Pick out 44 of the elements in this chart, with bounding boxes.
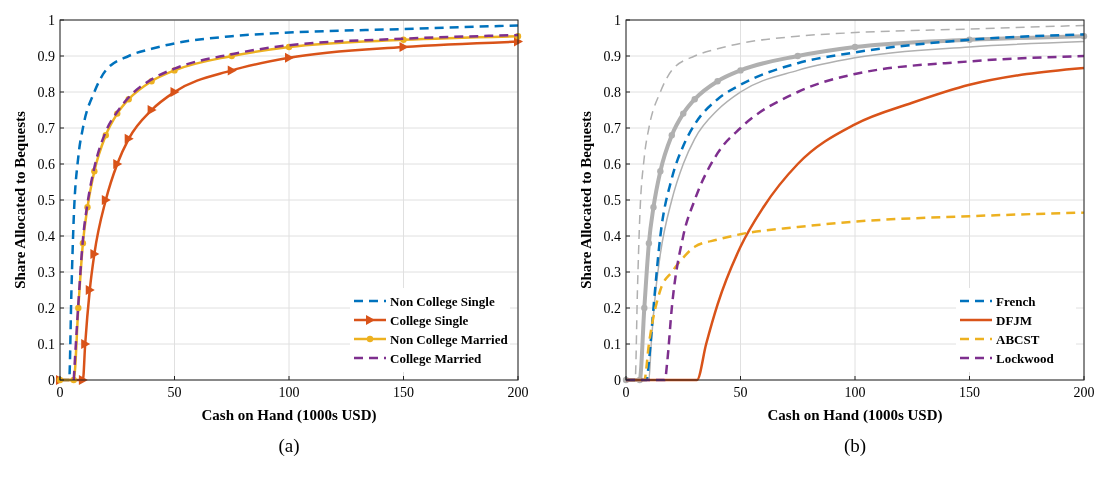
legend-label: Non College Married <box>390 332 509 347</box>
y-tick-label: 1 <box>614 13 621 28</box>
legend-label: College Single <box>390 313 469 328</box>
legend-label: College Married <box>390 351 483 366</box>
y-tick-label: 0.6 <box>603 157 621 172</box>
y-tick-label: 0.3 <box>603 265 621 280</box>
x-tick-label: 200 <box>1073 385 1095 400</box>
y-tick-label: 0.1 <box>603 337 621 352</box>
y-tick-label: 1 <box>48 13 55 28</box>
y-tick-label: 0.4 <box>37 229 55 244</box>
legend-label: French <box>996 294 1037 309</box>
x-tick-label: 50 <box>733 385 748 400</box>
legend-label: DFJM <box>996 313 1033 328</box>
x-tick-label: 100 <box>278 385 300 400</box>
y-tick-label: 0.9 <box>37 49 55 64</box>
x-tick-label: 200 <box>507 385 529 400</box>
y-axis-title: Share Allocated to Bequests <box>12 111 28 289</box>
y-tick-label: 0.5 <box>37 193 55 208</box>
y-tick-label: 0.2 <box>37 301 55 316</box>
y-tick-label: 0.6 <box>37 157 55 172</box>
y-tick-label: 0.3 <box>37 265 55 280</box>
y-tick-label: 0 <box>48 373 55 388</box>
y-tick-label: 0.5 <box>603 193 621 208</box>
legend-label: Non College Single <box>390 294 495 309</box>
text: (a) <box>278 435 300 457</box>
x-axis-title: Cash on Hand (1000s USD) <box>767 407 943 424</box>
y-tick-label: 0.2 <box>603 301 621 316</box>
y-tick-label: 0.9 <box>603 49 621 64</box>
y-tick-label: 0.7 <box>37 121 55 136</box>
y-tick-label: 0.7 <box>603 121 621 136</box>
x-tick-label: 150 <box>959 385 980 400</box>
y-tick-label: 0 <box>614 373 621 388</box>
y-axis-title: Share Allocated to Bequests <box>578 111 594 289</box>
y-tick-label: 0.8 <box>603 85 621 100</box>
x-axis-title: Cash on Hand (1000s USD) <box>201 407 377 424</box>
x-tick-label: 100 <box>844 385 866 400</box>
y-tick-label: 0.8 <box>37 85 55 100</box>
x-tick-label: 150 <box>393 385 414 400</box>
y-tick-label: 0.4 <box>603 229 621 244</box>
text: (b) <box>843 435 867 457</box>
legend-label: Lockwood <box>996 351 1055 366</box>
x-tick-label: 50 <box>167 385 182 400</box>
y-tick-label: 0.1 <box>37 337 55 352</box>
legend-label: ABCST <box>996 332 1040 347</box>
